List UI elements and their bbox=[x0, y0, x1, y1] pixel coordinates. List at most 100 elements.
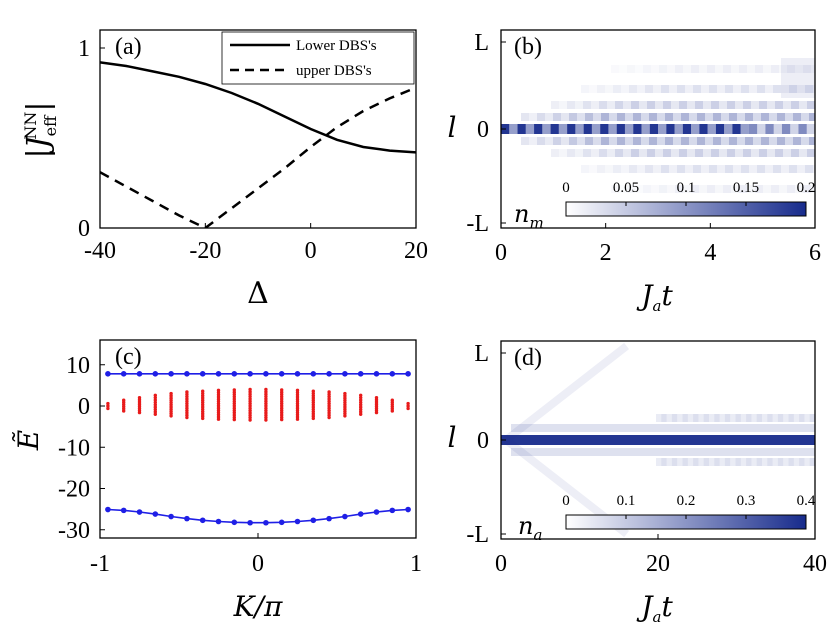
heat-cell bbox=[798, 124, 807, 134]
continuum-point bbox=[359, 407, 363, 412]
continuum-point bbox=[327, 394, 331, 399]
heat-cell bbox=[651, 185, 659, 193]
y-tick-label: -20 bbox=[58, 477, 90, 503]
heat-cell bbox=[631, 101, 639, 109]
heat-cell bbox=[575, 149, 583, 157]
heat-cell bbox=[795, 185, 803, 193]
continuum-point bbox=[122, 398, 126, 402]
heat-cell bbox=[665, 137, 673, 145]
heat-cell bbox=[671, 149, 679, 157]
svg-text:|JeffNN|: |JeffNN| bbox=[21, 101, 60, 158]
band-point bbox=[310, 517, 317, 524]
heat-cell bbox=[631, 149, 639, 157]
heat-cell bbox=[711, 101, 719, 109]
continuum-point bbox=[248, 387, 252, 392]
band-point bbox=[247, 371, 253, 377]
continuum-point bbox=[264, 390, 268, 394]
continuum-point bbox=[185, 406, 189, 410]
heat-cell bbox=[783, 101, 791, 109]
heat-cell bbox=[534, 124, 543, 134]
heat-cell bbox=[681, 113, 689, 121]
continuum-point bbox=[153, 410, 157, 414]
continuum-point bbox=[153, 412, 157, 416]
heat-cell bbox=[809, 137, 815, 145]
heat-cell bbox=[601, 113, 609, 121]
heat-cell bbox=[613, 85, 621, 93]
heat-cell bbox=[701, 165, 709, 173]
heat-cell bbox=[762, 414, 768, 422]
heat-cell bbox=[807, 149, 815, 157]
legend-series-1: upper DBS's bbox=[296, 63, 372, 79]
heat-cell bbox=[730, 414, 736, 422]
continuum-point bbox=[264, 399, 268, 403]
heat-cell bbox=[671, 101, 679, 109]
heat-cell bbox=[724, 414, 731, 422]
heat-cell bbox=[542, 124, 551, 134]
heat-cell bbox=[559, 149, 567, 157]
heat-cell bbox=[783, 458, 789, 466]
heat-cell bbox=[567, 101, 575, 109]
heat-cell bbox=[809, 414, 815, 422]
heat-cell bbox=[643, 65, 651, 73]
heat-cell bbox=[591, 101, 599, 109]
heat-cell bbox=[753, 113, 761, 121]
legend-a: Lower DBS's upper DBS's bbox=[221, 31, 415, 85]
heat-cell bbox=[731, 65, 739, 73]
heat-cell bbox=[811, 185, 815, 193]
continuum-point bbox=[153, 407, 157, 412]
heat-cell bbox=[697, 137, 705, 145]
colorbar-tick-label: 0.15 bbox=[733, 180, 759, 196]
continuum-point bbox=[359, 412, 363, 416]
heat-cell bbox=[717, 165, 725, 173]
heat-cell bbox=[724, 124, 733, 134]
heat-cell bbox=[682, 124, 692, 134]
heat-cell bbox=[661, 414, 667, 422]
continuum-point bbox=[406, 404, 410, 408]
band-point bbox=[105, 506, 111, 513]
continuum-point bbox=[185, 392, 189, 396]
heat-cell bbox=[601, 137, 609, 145]
heat-cell bbox=[693, 85, 701, 93]
heat-cell bbox=[779, 65, 787, 73]
heat-cell bbox=[789, 165, 797, 173]
heat-cell bbox=[715, 124, 725, 134]
heat-cell bbox=[785, 113, 793, 121]
heat-cell bbox=[661, 458, 667, 466]
heat-cell bbox=[756, 458, 762, 466]
heat-cell bbox=[749, 165, 757, 173]
heat-cell bbox=[705, 137, 713, 145]
heat-cell bbox=[577, 113, 585, 121]
heat-cell bbox=[743, 149, 751, 157]
heat-cell bbox=[659, 185, 667, 193]
continuum-point bbox=[264, 392, 268, 396]
heat-cell bbox=[693, 414, 699, 422]
heat-cell bbox=[637, 85, 645, 93]
heat-cell bbox=[753, 137, 761, 145]
heat-cell bbox=[767, 149, 775, 157]
heat-cell bbox=[521, 113, 529, 121]
continuum-point bbox=[359, 405, 363, 409]
heat-cell bbox=[653, 165, 661, 173]
heat-cell bbox=[550, 124, 559, 134]
continuum-point bbox=[327, 411, 331, 415]
heat-cell bbox=[787, 65, 795, 73]
band-point bbox=[168, 371, 174, 377]
heat-cell bbox=[665, 113, 673, 121]
heat-cell bbox=[771, 185, 779, 193]
continuum-point bbox=[343, 391, 347, 396]
heat-cell bbox=[781, 165, 789, 173]
continuum-point bbox=[201, 389, 205, 393]
colorbar-tick-label: 0 bbox=[562, 180, 570, 196]
heat-cell bbox=[651, 65, 659, 73]
heat-cell bbox=[675, 65, 683, 73]
panel-b-label: (b) bbox=[514, 34, 542, 60]
heat-cell bbox=[609, 137, 617, 145]
colorbar-tick-label: 0 bbox=[562, 493, 570, 509]
continuum-point bbox=[327, 415, 331, 420]
band-point bbox=[294, 371, 301, 377]
band-point bbox=[231, 371, 238, 377]
heat-cell bbox=[739, 65, 747, 73]
band-point bbox=[136, 371, 143, 377]
x-tick-label: -20 bbox=[189, 238, 221, 264]
heat-cell bbox=[567, 149, 575, 157]
